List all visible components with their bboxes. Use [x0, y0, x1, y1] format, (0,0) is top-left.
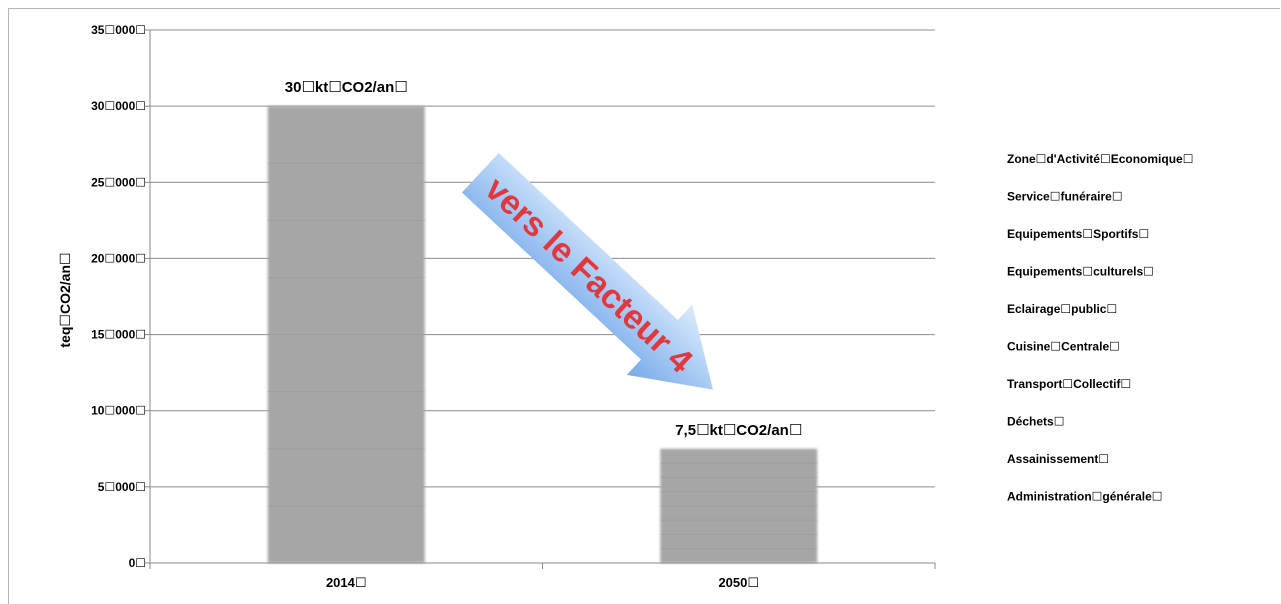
legend-entry: Transport☐Collectif☐	[1007, 377, 1131, 391]
y-tick-label: 5☐000☐	[98, 480, 146, 494]
labels: 0☐ 5☐000☐ 10☐000☐ 15☐000☐ 20☐000☐ 25☐000☐ 30☐0…	[91, 23, 802, 590]
y-tick-label: 30☐000☐	[91, 99, 146, 113]
legend-entry: Eclairage☐public☐	[1007, 302, 1117, 316]
legend-entry: Administration☐générale☐	[1007, 490, 1163, 504]
chart-frame	[8, 8, 1280, 604]
y-tick-label: 0☐	[129, 556, 146, 570]
trend-arrow: vers le Facteur 4	[461, 152, 713, 390]
arrow-shape	[461, 152, 713, 390]
legend-entry: Zone☐d'Activité☐Economique☐	[1007, 152, 1193, 166]
y-tick-label: 25☐000☐	[91, 175, 146, 189]
legend-entry: Cuisine☐Centrale☐	[1007, 340, 1120, 354]
y-axis-label: teq☐CO2/an☐	[57, 252, 73, 347]
legend-entry: Assainissement☐	[1007, 452, 1109, 466]
legend-entry: Equipements☐Sportifs☐	[1007, 227, 1149, 241]
bar-data-label: 30☐kt☐CO2/an☐	[285, 79, 408, 96]
y-tick-label: 15☐000☐	[91, 328, 146, 342]
axes	[145, 29, 936, 569]
legend-entry: Déchets☐	[1007, 415, 1064, 429]
legend: Zone☐d'Activité☐Economique☐ Service☐funér…	[1007, 152, 1193, 504]
bar-data-label: 7,5☐kt☐CO2/an☐	[675, 422, 802, 439]
legend-entry: Equipements☐culturels☐	[1007, 265, 1154, 279]
arrow-annotation-text: vers le Facteur 4	[478, 170, 700, 381]
y-tick-label: 10☐000☐	[91, 404, 146, 418]
x-category-label: 2014☐	[326, 575, 367, 590]
y-tick-label: 20☐000☐	[91, 251, 146, 265]
x-category-label: 2050☐	[718, 575, 759, 590]
y-tick-label: 35☐000☐	[91, 23, 146, 37]
legend-entry: Service☐funéraire☐	[1007, 190, 1123, 204]
bars	[267, 106, 818, 564]
